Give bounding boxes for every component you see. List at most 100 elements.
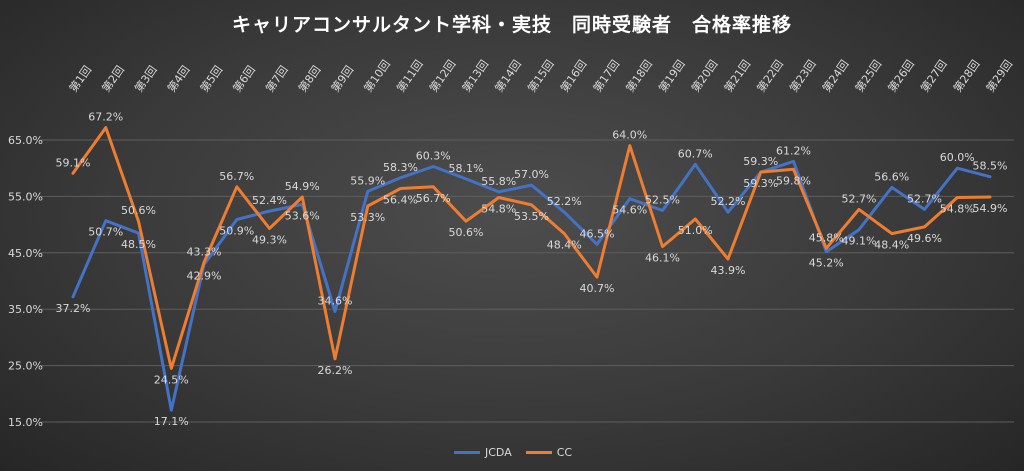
data-label: 17.1% [154, 415, 189, 428]
data-label: 49.1% [842, 235, 877, 248]
data-label: 56.7% [219, 170, 254, 183]
data-label: 56.6% [874, 170, 909, 183]
data-label: 46.5% [580, 227, 615, 240]
x-tick-label: 第15回 [524, 57, 556, 95]
legend-label-jcda: JCDA [485, 445, 512, 459]
y-tick-label: 65.0% [8, 134, 43, 147]
data-label: 57.0% [514, 168, 549, 181]
data-label: 54.9% [285, 180, 320, 193]
data-label: 37.2% [56, 302, 91, 315]
data-label: 67.2% [88, 111, 123, 124]
data-label: 52.2% [711, 195, 746, 208]
data-label: 52.4% [252, 194, 287, 207]
data-label: 53.5% [514, 210, 549, 223]
data-label: 52.7% [842, 192, 877, 205]
data-label: 53.3% [350, 211, 385, 224]
y-tick-label: 55.0% [8, 190, 43, 203]
data-label: 58.1% [449, 162, 484, 175]
data-label: 52.5% [645, 194, 680, 207]
series-line-cc [71, 126, 992, 370]
legend: JCDA CC [454, 443, 572, 461]
x-tick-label: 第10回 [361, 57, 393, 95]
x-tick-label: 第1回 [66, 63, 94, 95]
x-tick-label: 第4回 [164, 63, 192, 95]
y-tick-label: 15.0% [8, 416, 43, 429]
x-tick-label: 第3回 [131, 63, 159, 95]
x-tick-label: 第26回 [885, 57, 917, 95]
series-line-jcda [71, 159, 992, 412]
x-tick-label: 第29回 [983, 57, 1015, 95]
data-label: 43.3% [187, 245, 222, 258]
legend-item-cc: CC [525, 445, 573, 459]
data-label: 56.7% [416, 192, 451, 205]
data-label: 59.3% [743, 177, 778, 190]
data-label: 50.6% [449, 226, 484, 239]
y-tick-label: 35.0% [8, 303, 43, 316]
data-label: 49.3% [252, 234, 287, 247]
data-label: 54.6% [612, 204, 647, 217]
x-tick-label: 第28回 [950, 57, 982, 95]
legend-swatch-cc [525, 450, 552, 454]
x-tick-label: 第21回 [721, 57, 753, 95]
data-label: 48.4% [874, 239, 909, 252]
data-label: 52.7% [907, 192, 942, 205]
x-tick-label: 第25回 [852, 57, 884, 95]
x-tick-label: 第16回 [557, 57, 589, 95]
data-label: 61.2% [776, 144, 811, 157]
x-tick-label: 第14回 [492, 57, 524, 95]
x-tick-label: 第24回 [819, 57, 851, 95]
x-tick-label: 第22回 [754, 57, 786, 95]
x-tick-label: 第11回 [393, 57, 425, 95]
chart-title: キャリアコンサルタント学科・実技 同時受験者 合格率推移 [231, 14, 792, 36]
data-label: 55.9% [350, 174, 385, 187]
legend-label-cc: CC [556, 445, 573, 459]
data-label: 34.6% [318, 294, 353, 307]
x-tick-label: 第7回 [262, 63, 290, 95]
x-tick-label: 第27回 [917, 57, 949, 95]
data-label: 46.1% [645, 252, 680, 265]
data-label: 48.5% [121, 238, 156, 251]
data-label: 54.9% [973, 202, 1008, 215]
data-label: 54.8% [481, 203, 516, 216]
x-tick-label: 第19回 [655, 57, 687, 95]
data-label: 51.0% [678, 224, 713, 237]
data-label: 60.3% [416, 150, 451, 163]
data-label: 59.8% [776, 174, 811, 187]
legend-item-jcda: JCDA [454, 446, 512, 459]
data-label: 64.0% [612, 129, 647, 142]
data-label: 58.3% [383, 161, 418, 174]
x-tick-label: 第9回 [328, 63, 356, 95]
data-label: 26.2% [318, 364, 353, 377]
data-label: 50.7% [88, 226, 123, 239]
data-label: 50.9% [219, 225, 254, 238]
x-tick-label: 第17回 [590, 57, 622, 95]
data-label: 58.5% [973, 160, 1008, 173]
data-label: 59.1% [56, 156, 91, 169]
data-label: 45.2% [809, 257, 844, 270]
x-tick-label: 第2回 [99, 63, 127, 95]
data-label: 49.6% [907, 232, 942, 245]
data-label: 45.8% [809, 231, 844, 244]
data-label: 50.6% [121, 204, 156, 217]
data-label: 52.2% [547, 195, 582, 208]
y-tick-label: 25.0% [8, 360, 43, 373]
data-label: 55.8% [481, 175, 516, 188]
data-label: 60.7% [678, 147, 713, 160]
data-label: 24.5% [154, 373, 189, 386]
x-tick-label: 第5回 [197, 63, 225, 95]
legend-swatch-jcda [454, 450, 480, 454]
data-label: 43.9% [711, 264, 746, 277]
y-tick-label: 45.0% [8, 247, 43, 260]
data-label: 59.3% [743, 155, 778, 168]
x-tick-label: 第18回 [623, 57, 655, 95]
data-label: 54.8% [940, 203, 975, 216]
data-label: 40.7% [580, 282, 615, 295]
data-label: 60.0% [940, 151, 975, 164]
x-tick-label: 第6回 [230, 63, 258, 95]
data-label: 53.6% [285, 209, 320, 222]
x-tick-label: 第20回 [688, 57, 720, 95]
x-tick-label: 第13回 [459, 57, 491, 95]
data-label: 48.4% [547, 239, 582, 252]
